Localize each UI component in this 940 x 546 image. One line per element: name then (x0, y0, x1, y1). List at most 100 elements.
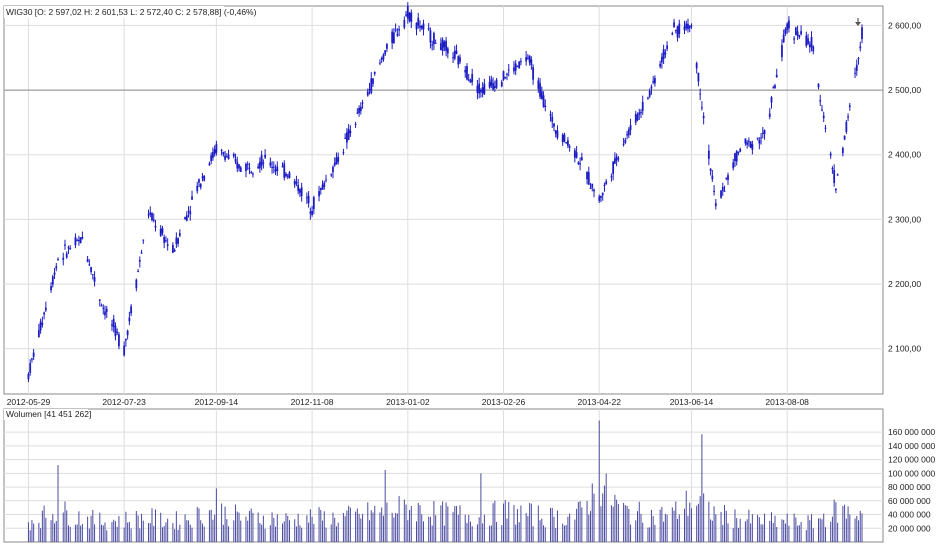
price-candle-body (140, 252, 143, 254)
price-candle-body (551, 116, 554, 122)
price-candle-body (299, 189, 301, 193)
price-candle-body (406, 6, 409, 19)
price-candle-body (467, 79, 470, 81)
price-candle-body (222, 152, 225, 155)
price-candle-body (238, 164, 240, 169)
price-candle-body (264, 154, 267, 158)
price-candle-body (455, 50, 458, 54)
price-candle-body (697, 72, 700, 82)
price-candle-body (441, 39, 444, 51)
price-candle-body (67, 247, 70, 249)
price-candle-body (634, 114, 637, 123)
price-candle-body (319, 188, 322, 190)
price-candle-body (457, 56, 460, 65)
price-candle-body (495, 79, 498, 88)
price-candle-body (257, 166, 260, 169)
price-candle-body (225, 156, 228, 158)
price-candle-body (307, 195, 310, 204)
price-candle-body (102, 307, 105, 309)
price-candle-body (151, 212, 153, 221)
price-candle-body (203, 175, 206, 181)
price-candle-body (118, 334, 120, 347)
price-candle-body (788, 20, 790, 29)
price-candle-body (763, 130, 766, 135)
price-candle-body (86, 259, 89, 262)
price-candle-body (281, 166, 284, 168)
price-candle-body (808, 44, 811, 48)
price-candle-body (453, 50, 456, 59)
price-candle-body (746, 142, 749, 145)
price-candle-body (794, 27, 797, 35)
price-candle-body (829, 153, 832, 156)
price-candle-body (629, 125, 632, 131)
price-y-tick-label: 2 600,00 (888, 20, 921, 30)
price-candle-body (43, 312, 46, 315)
price-candle-body (556, 130, 559, 138)
price-candle-body (678, 23, 681, 35)
price-candle-body (774, 85, 776, 89)
price-candle-body (318, 191, 320, 197)
price-candle-body (772, 87, 775, 89)
price-candle-body (627, 129, 630, 136)
price-candle-body (725, 177, 728, 179)
price-candle-body (488, 81, 491, 88)
price-candle-body (605, 181, 608, 185)
volume-y-tick-label: 120 000 000 (888, 455, 936, 465)
price-candle-body (782, 34, 785, 43)
price-candle-body (530, 59, 533, 66)
price-candle-body (258, 161, 261, 169)
price-candle-body (386, 44, 388, 49)
price-candle-body (688, 26, 691, 29)
price-candle-body (518, 61, 521, 69)
price-candle-body (526, 57, 529, 59)
price-candle-body (544, 105, 547, 108)
price-candle-body (638, 112, 641, 115)
price-candle-body (674, 29, 677, 31)
volume-y-tick-label: 20 000 000 (888, 523, 931, 533)
price-candle-body (822, 115, 825, 119)
price-candle-body (768, 113, 771, 117)
price-candle-body (293, 180, 296, 185)
price-candle-body (589, 188, 592, 190)
price-candle-body (332, 166, 334, 173)
price-candle-body (539, 83, 541, 97)
price-candle-body (493, 86, 496, 89)
price-candle-body (114, 325, 117, 337)
price-candle-body (662, 49, 665, 59)
price-candle-body (344, 137, 347, 139)
price-candle-body (749, 141, 752, 148)
price-candle-body (361, 102, 364, 104)
volume-y-tick-label: 80 000 000 (888, 482, 931, 492)
price-candle-body (166, 244, 169, 246)
price-candle-body (44, 307, 47, 311)
price-candle-body (53, 272, 56, 275)
price-candle-body (690, 25, 693, 27)
price-candle-body (239, 167, 242, 173)
price-candle-body (586, 171, 588, 180)
price-candle-body (391, 31, 394, 43)
price-candle-body (452, 57, 454, 59)
price-y-tick-label: 2 200,00 (888, 279, 921, 289)
price-candle-body (276, 166, 279, 172)
price-candle-body (847, 116, 849, 118)
price-candle-body (707, 150, 710, 159)
price-candle-body (857, 57, 860, 59)
price-candle-body (525, 57, 528, 62)
price-candle-body (116, 331, 119, 333)
price-candle-body (177, 238, 179, 244)
price-candle-body (601, 192, 604, 196)
price-candle-body (379, 62, 381, 64)
price-candle-body (342, 152, 345, 154)
price-candle-body (443, 41, 446, 48)
price-candle-body (659, 63, 662, 67)
price-candle-body (567, 140, 569, 146)
price-candle-body (540, 91, 543, 100)
price-candle-body (793, 38, 796, 40)
price-candle-body (173, 249, 176, 252)
price-candle-body (396, 33, 399, 36)
price-candle-body (514, 63, 517, 71)
down-arrow-icon (855, 18, 861, 26)
price-candle-body (262, 162, 265, 164)
price-candle-body (431, 44, 434, 46)
price-candle-body (201, 176, 204, 178)
